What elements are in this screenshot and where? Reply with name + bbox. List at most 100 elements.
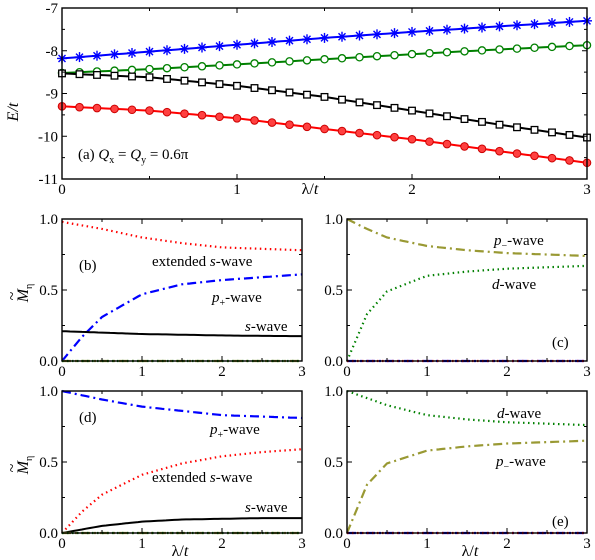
panel-a-series-0-point-16	[337, 31, 347, 42]
panel-a-series-1-point-11	[250, 59, 259, 68]
panel-a-series-2-point-17	[355, 98, 364, 107]
panel-a-series-0-point-7	[179, 43, 190, 54]
panel-c-frame	[346, 218, 588, 362]
panel-a-series-1-point-29	[565, 41, 574, 51]
panel-a-series-1-point-17	[355, 52, 364, 62]
panel-c-xtick-label-3: 3	[583, 364, 591, 380]
panel-e-ytick-label-0: 0.0	[324, 526, 343, 542]
panel-a-series-1-point-16	[337, 54, 347, 63]
panel-a-ylabel: E/t	[5, 102, 22, 122]
panel-a-series-0-point-10	[232, 39, 242, 50]
panel-a-series-2-point-23	[460, 115, 469, 124]
panel-a-series-1-point-26	[512, 44, 522, 53]
svg-text:Mη: Mη	[15, 284, 35, 304]
panel-a-series-1-point-10	[232, 60, 242, 69]
panel-a-series-0-point-20	[407, 26, 417, 37]
panel-d-series-2-line	[61, 517, 302, 534]
panel-e-pminus-label: p−-wave	[495, 454, 546, 473]
panel-d-xtick-label-3: 3	[298, 536, 306, 552]
panel-a-series-1-point-5	[145, 64, 154, 74]
panel-a-series-1-point-6	[162, 63, 172, 73]
panel-e-xtick-label-2: 2	[503, 536, 511, 552]
panel-b-frame	[61, 218, 303, 362]
panel-c-xtick-label-1: 1	[423, 364, 431, 380]
panel-a-series-1-point-28	[547, 42, 557, 52]
panel-a-annotation: (a) Qx = Qy = 0.6π	[78, 147, 189, 166]
panel-d-ext-s-label: extended s-wave	[152, 470, 253, 486]
panel-d-xtick-label-2: 2	[218, 536, 226, 552]
panel-a-series-3-point-18	[372, 130, 382, 140]
panel-a-series-0-point-8	[197, 42, 207, 53]
panel-a-series-0-point-2	[92, 50, 102, 61]
panel-a-series-0-point-11	[249, 38, 260, 49]
panel-a-series-1-point-18	[372, 51, 382, 61]
panel-a-series-1-point-25	[495, 45, 504, 54]
panel-a-series-3-point-7	[180, 109, 189, 118]
panel-a-series-0-point-15	[319, 32, 330, 43]
panel-a-series-3-point-24	[477, 144, 487, 154]
panel-a-series-3-point-3	[110, 104, 119, 114]
panel-a-series-2-point-22	[443, 112, 451, 121]
panel-a-series-1-point-14	[302, 56, 312, 65]
panel-e: 0 1 2 3 0.0 0.5 1.0	[324, 384, 591, 552]
panel-a-series-3-point-11	[250, 116, 259, 125]
panel-a: 0 1 2 3 -11 -10 -9 -8 -7	[38, 1, 592, 198]
panel-b-ytick-label-1: 0.5	[39, 283, 58, 299]
panel-a-series-2-point-8	[198, 78, 206, 87]
panel-a-series-0-point-6	[162, 45, 172, 56]
panel-d-ytick-label-0: 0.0	[39, 526, 58, 542]
panel-a-series-3-point-1	[75, 102, 84, 112]
panel-a-series-3-point-19	[390, 132, 399, 142]
panel-d-pplus-label: p+-wave	[209, 422, 260, 441]
panel-a-series-0-point-18	[372, 29, 382, 40]
panel-e-series-0-line	[346, 389, 588, 427]
panel-a-series-2-point-24	[478, 117, 486, 126]
panel-a-series-3-point-28	[547, 153, 557, 163]
panel-a-series-2-point-2	[93, 70, 101, 79]
panel-b: 0 1 2 3 0.0 0.5 1.0	[39, 212, 306, 380]
svg-text:~: ~	[4, 463, 21, 472]
panel-a-series-2-point-7	[180, 76, 189, 85]
panel-a-series-3-point-2	[92, 103, 102, 113]
panel-b-series-2-line	[61, 330, 302, 338]
panel-a-xtick-label-0: 0	[58, 182, 66, 198]
panel-a-series-3-point-12	[267, 118, 277, 127]
panel-a-xtick-label-1: 1	[233, 182, 241, 198]
panel-a-series-2-point-19	[390, 103, 399, 112]
panel-a-series-2-point-16	[338, 95, 346, 104]
panel-a-xtick-label-3: 3	[583, 182, 591, 198]
panel-a-series-2-point-21	[425, 109, 434, 118]
panel-a-series-3-point-15	[320, 124, 329, 134]
panel-e-series-1-line	[345, 439, 588, 534]
panel-d-s-label: s-wave	[245, 500, 288, 516]
panel-a-series-2-point-15	[320, 92, 329, 101]
panel-a-series-3-point-21	[425, 137, 434, 146]
panel-d-ytick-label-1: 0.5	[39, 455, 58, 471]
panel-e-xtick-label-3: 3	[583, 536, 591, 552]
panel-a-series-1-point-20	[407, 49, 417, 59]
panel-a-series-2-point-10	[233, 81, 241, 90]
panel-a-series-3-point-17	[355, 128, 364, 138]
panel-d-xtick-label-1: 1	[138, 536, 146, 552]
panel-a-ytick-label-2: -9	[46, 87, 59, 103]
panel-a-series-3-point-29	[565, 156, 574, 165]
panel-d-series-0-line	[61, 389, 303, 420]
panel-a-ytick-label-1: -10	[38, 129, 58, 145]
panel-c: 0 1 2 3 0.0 0.5 1.0	[324, 212, 591, 380]
panel-a-series-2-point-4	[128, 72, 136, 81]
panel-a-series-0-point-13	[284, 35, 295, 46]
panel-a-series-0-point-22	[442, 24, 452, 35]
panel-a-series-0-point-1	[74, 52, 85, 63]
panel-c-series-1-line	[345, 264, 588, 362]
panel-b-ytick-label-2: 1.0	[39, 212, 58, 228]
panel-a-series-2-point-14	[303, 90, 311, 99]
panel-a-series-3-point-25	[495, 146, 504, 156]
panel-a-series-2-point-27	[530, 125, 539, 134]
panel-a-series-3-point-8	[197, 110, 207, 120]
panel-a-series-0-point-12	[267, 37, 277, 48]
panel-d-xlabel: λ/t	[172, 543, 189, 560]
panel-a-series-0-point-19	[389, 28, 400, 39]
panel-a-series-0-point-21	[424, 25, 435, 36]
panel-a-series-1-point-23	[460, 47, 469, 56]
